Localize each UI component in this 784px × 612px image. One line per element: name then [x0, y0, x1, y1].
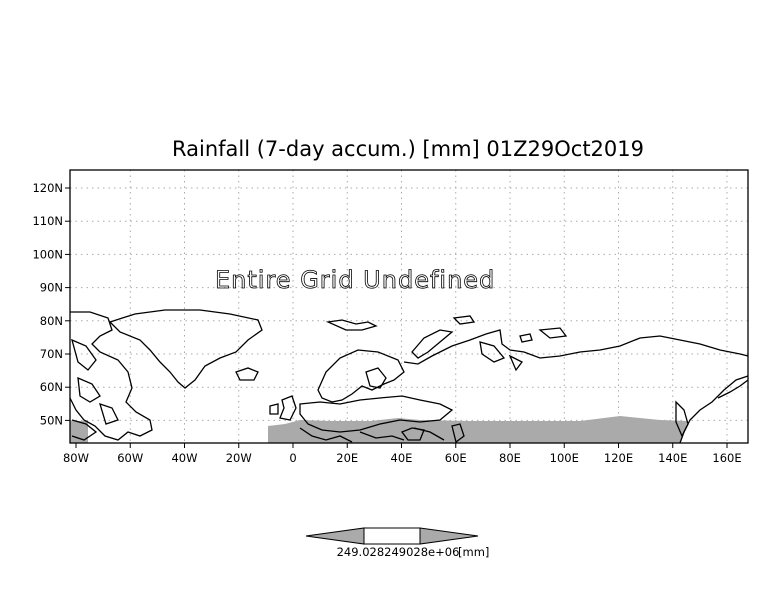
lat-tick-label: 90N	[40, 281, 63, 295]
colorbar-value-label: 249.028249028e+06	[337, 545, 460, 559]
colorbar-units-label: [mm]	[458, 545, 489, 559]
coastline-kamchatka	[717, 379, 749, 399]
map-frame	[69, 169, 749, 444]
gridlines	[70, 170, 748, 443]
coastline-uk	[269, 395, 297, 421]
coastline-baltic	[365, 367, 387, 389]
lat-tick-label: 80N	[40, 314, 63, 328]
colorbar-center-box	[363, 527, 421, 545]
lon-tick-label: 0	[289, 451, 296, 465]
coastline-east-asia	[679, 375, 749, 444]
lon-tick-label: 80E	[499, 451, 521, 465]
lat-tick-label: 110N	[32, 214, 63, 228]
lon-tick-label: 20W	[226, 451, 252, 465]
map-title: Rainfall (7-day accum.) [mm] 01Z29Oct201…	[172, 137, 644, 161]
undefined-grid-notice: Entire Grid Undefined	[215, 266, 495, 294]
coastline-canada-islands	[71, 338, 119, 441]
coastline-sakhalin	[675, 400, 689, 438]
coastline-scandinavia	[317, 349, 405, 403]
map-panel: 80W 60W 40W 20W 0 20E 40E 60E 80E 100E 120E 140E 160…	[32, 169, 749, 465]
lon-tick-label: 160E	[712, 451, 741, 465]
lat-tick-label: 100N	[32, 247, 63, 261]
lon-tick-label: 80W	[63, 451, 89, 465]
coastline-europe	[299, 395, 454, 433]
coastline-caspian	[451, 423, 465, 444]
lon-tick-label: 40W	[171, 451, 197, 465]
lat-tick-label: 70N	[40, 347, 63, 361]
colorbar-left-arrow	[305, 527, 365, 545]
lon-tick-label: 140E	[658, 451, 687, 465]
lon-tick-label: 100E	[550, 451, 579, 465]
coastline-taymyr	[479, 341, 523, 372]
coastline-siberia	[403, 329, 749, 365]
lon-tick-label: 20E	[336, 451, 358, 465]
coastline-novaya-zemlya	[411, 329, 454, 359]
colorbar-right-arrow	[419, 527, 479, 545]
lat-tick-label: 50N	[40, 413, 63, 427]
longitude-axis: 80W 60W 40W 20W 0 20E 40E 60E 80E 100E 120E 140E 160…	[63, 443, 742, 465]
coastline-greenland	[108, 309, 263, 389]
lon-tick-label: 120E	[604, 451, 633, 465]
coastline-iceland	[235, 367, 259, 381]
lat-tick-label: 120N	[32, 181, 63, 195]
lon-tick-label: 60E	[445, 451, 467, 465]
coastlines	[69, 309, 749, 444]
lat-tick-label: 60N	[40, 380, 63, 394]
colorbar: 249.028249028e+06 [mm]	[305, 527, 489, 559]
coastline-black-sea	[400, 427, 425, 441]
latitude-axis: 120N 110N 100N 90N 80N 70N 60N 50N	[32, 181, 70, 427]
coastline-canada	[69, 311, 153, 441]
lon-tick-label: 60W	[117, 451, 143, 465]
lon-tick-label: 40E	[391, 451, 413, 465]
coastline-arctic-islands	[325, 315, 568, 343]
